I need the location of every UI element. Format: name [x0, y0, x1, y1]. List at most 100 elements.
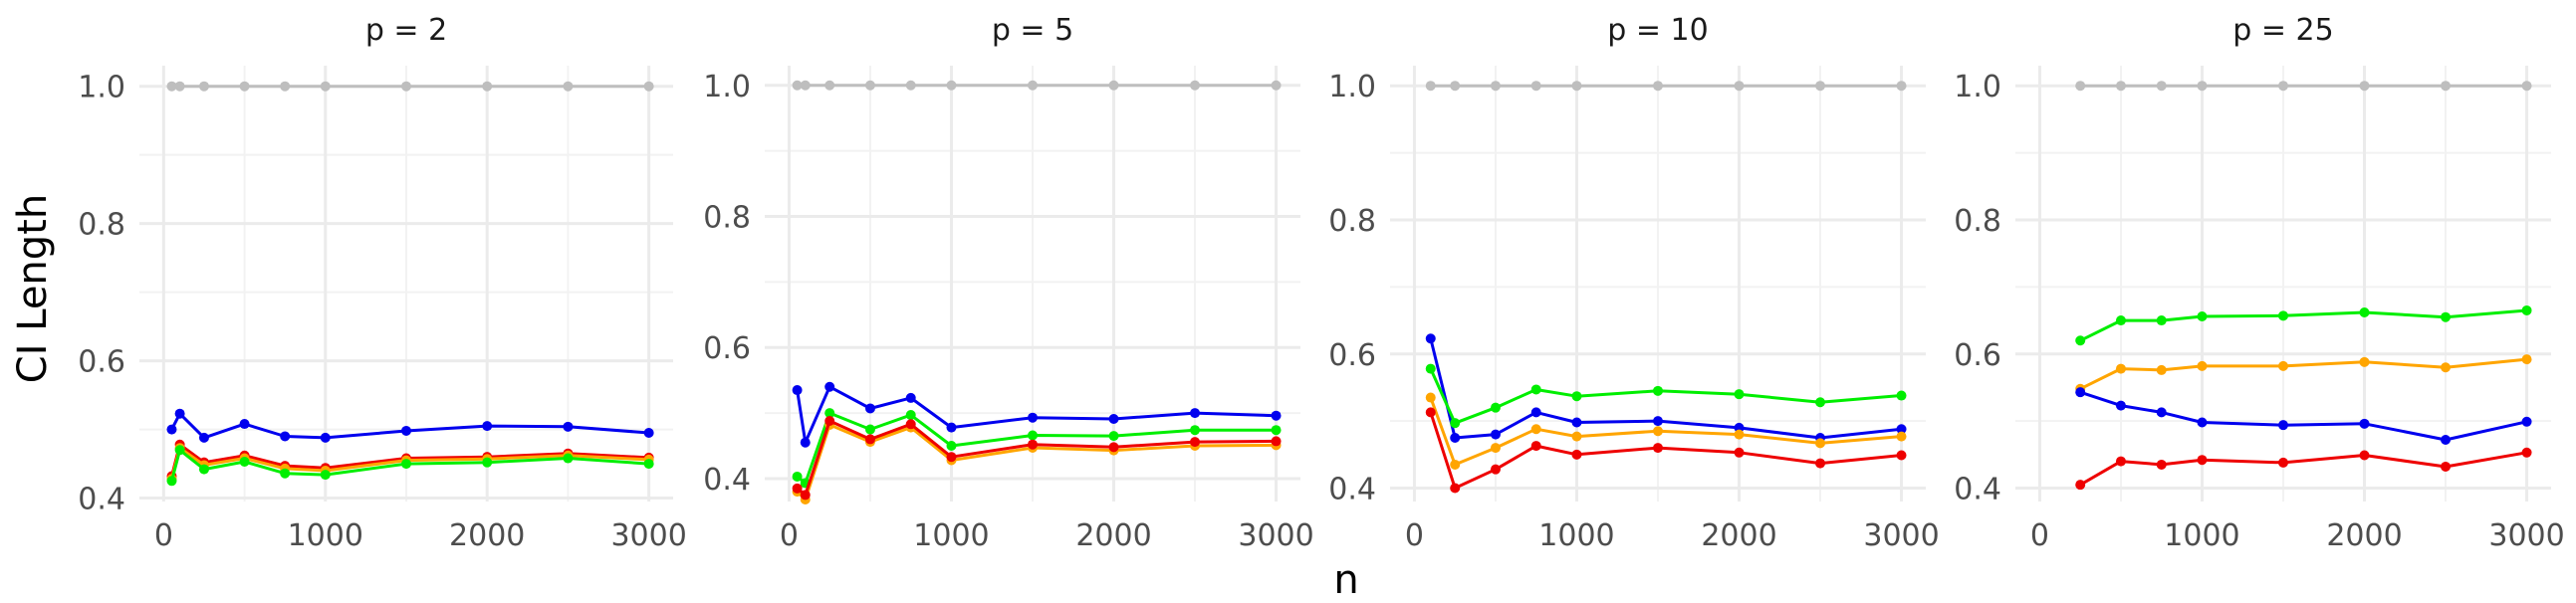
data-point — [1653, 443, 1663, 454]
data-point — [2197, 417, 2208, 428]
data-point — [1190, 80, 1201, 91]
data-point — [1425, 333, 1436, 344]
x-tick-label: 2000 — [1075, 518, 1151, 553]
data-point — [2115, 363, 2126, 374]
series-line — [170, 443, 649, 477]
series-line — [170, 446, 649, 480]
data-point — [2278, 420, 2288, 431]
x-tick-label: 3000 — [1863, 518, 1939, 553]
data-point — [1271, 425, 1282, 436]
data-point — [1425, 81, 1436, 92]
series-line — [796, 385, 1277, 445]
data-point — [2197, 311, 2208, 322]
data-point — [320, 470, 331, 481]
data-point — [1450, 81, 1461, 92]
x-tick-label: 1000 — [1538, 518, 1614, 553]
data-point — [280, 81, 291, 92]
data-point — [239, 456, 250, 467]
data-point — [320, 432, 331, 443]
data-point — [2521, 416, 2532, 427]
data-point — [1450, 483, 1461, 494]
data-point — [1571, 431, 1582, 442]
data-point — [2441, 461, 2452, 472]
data-point — [946, 441, 957, 452]
data-point — [1425, 363, 1436, 374]
data-point — [1571, 449, 1582, 460]
data-point — [1490, 429, 1501, 440]
data-point — [2075, 81, 2086, 92]
series-5 — [1425, 407, 1907, 494]
data-point — [1490, 402, 1501, 413]
data-point — [946, 422, 957, 433]
data-point — [174, 81, 185, 92]
data-point — [2521, 447, 2532, 458]
data-point — [1271, 80, 1282, 91]
data-point — [1530, 441, 1541, 452]
data-point — [864, 403, 875, 414]
data-point — [1530, 81, 1541, 92]
data-point — [1653, 385, 1663, 396]
data-point — [1571, 81, 1582, 92]
series-5 — [2075, 447, 2532, 491]
data-point — [792, 471, 803, 482]
panel-4: 0 1000 2000 3000 0.4 0.6 0.8 1.0 p = 25 — [1954, 13, 2564, 553]
data-point — [643, 459, 654, 470]
x-tick-label: 2000 — [1701, 518, 1776, 553]
data-point — [2075, 335, 2086, 346]
panel-title: p = 25 — [2232, 13, 2333, 48]
x-tick-label: 1000 — [288, 518, 363, 553]
series-line — [796, 411, 1277, 486]
data-point — [2156, 459, 2167, 470]
data-point — [166, 81, 177, 92]
series-4 — [2075, 387, 2532, 446]
x-tick-label: 0 — [780, 518, 799, 553]
data-point — [198, 81, 209, 92]
data-point — [905, 392, 916, 403]
data-point — [198, 432, 209, 443]
series-2 — [2075, 304, 2532, 346]
x-tick-label: 3000 — [2488, 518, 2564, 553]
y-tick-label: 0.6 — [1954, 338, 2001, 373]
y-tick-label: 1.0 — [1328, 70, 1376, 104]
data-point — [1450, 418, 1461, 429]
data-point — [2197, 360, 2208, 371]
data-point — [1653, 81, 1663, 92]
data-point — [1425, 392, 1436, 403]
x-tick-label: 2000 — [449, 518, 525, 553]
data-point — [2278, 457, 2288, 468]
y-tick-label: 0.6 — [78, 345, 125, 380]
data-point — [1108, 414, 1119, 425]
data-point — [2156, 315, 2167, 326]
data-point — [1108, 442, 1119, 453]
data-point — [1450, 459, 1461, 470]
data-point — [2441, 311, 2452, 322]
data-point — [401, 81, 411, 92]
y-tick-label: 1.0 — [703, 70, 751, 104]
data-point — [864, 80, 875, 91]
data-point — [864, 424, 875, 435]
data-point — [1028, 430, 1038, 441]
panel-title: p = 10 — [1607, 13, 1708, 48]
y-tick-label: 0.8 — [78, 208, 125, 243]
data-point — [174, 408, 185, 419]
data-point — [1653, 426, 1663, 437]
x-axis-title: n — [1333, 557, 1358, 603]
data-point — [824, 381, 835, 392]
y-tick-label: 0.8 — [703, 200, 751, 235]
data-point — [482, 457, 493, 468]
series-3 — [792, 408, 1282, 489]
data-point — [1896, 390, 1907, 401]
series-line — [170, 412, 649, 440]
data-point — [1734, 447, 1745, 458]
data-point — [482, 421, 493, 432]
data-point — [2359, 306, 2370, 317]
data-point — [1653, 416, 1663, 427]
data-point — [2359, 356, 2370, 367]
series-5 — [166, 445, 654, 487]
data-point — [2521, 354, 2532, 365]
series-1 — [166, 81, 654, 92]
data-point — [2197, 81, 2208, 92]
y-tick-label: 1.0 — [1954, 70, 2001, 104]
data-point — [2075, 480, 2086, 491]
